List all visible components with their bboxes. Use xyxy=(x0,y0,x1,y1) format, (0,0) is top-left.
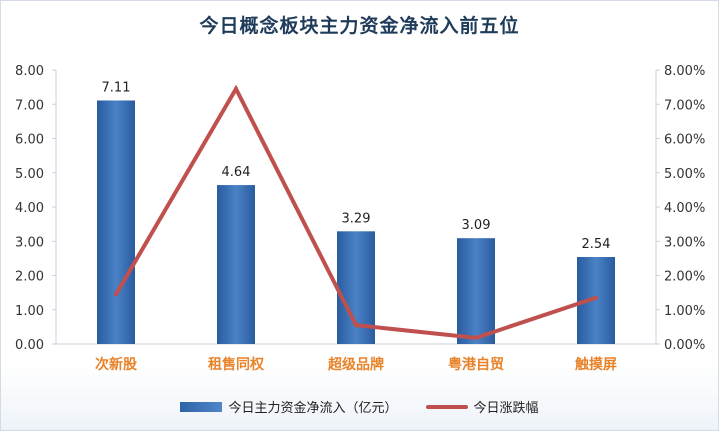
bar xyxy=(217,185,255,344)
left-tick-label: 8.00 xyxy=(15,64,44,79)
left-tick-label: 7.00 xyxy=(15,98,44,113)
bar-data-label: 2.54 xyxy=(582,237,611,252)
line-point xyxy=(474,335,478,340)
legend-item-line: 今日涨跌幅 xyxy=(425,397,539,416)
left-tick-label: 5.00 xyxy=(15,167,44,182)
category-label: 超级品牌 xyxy=(327,356,384,373)
left-tick-label: 6.00 xyxy=(15,133,44,148)
bar-data-label: 3.29 xyxy=(342,211,371,226)
legend-label-bar: 今日主力资金净流入（亿元） xyxy=(228,401,398,416)
category-label: 租售同权 xyxy=(208,356,265,373)
legend-swatch-bar xyxy=(180,401,223,412)
left-tick-label: 4.00 xyxy=(15,201,44,216)
chart-title: 今日概念板块主力资金净流入前五位 xyxy=(199,15,520,37)
category-label: 次新股 xyxy=(95,356,138,373)
right-tick-label: 4.00% xyxy=(664,201,705,216)
left-tick-label: 2.00 xyxy=(15,270,44,285)
right-tick-label: 2.00% xyxy=(664,270,705,285)
right-tick-label: 8.00% xyxy=(664,64,705,79)
line-point xyxy=(114,292,118,297)
bar xyxy=(457,238,495,344)
category-label: 触摸屏 xyxy=(574,356,617,373)
bar xyxy=(97,100,135,344)
category-label: 粤港自贸 xyxy=(448,356,504,373)
chart-legend: 今日主力资金净流入（亿元） 今日涨跌幅 xyxy=(1,397,718,416)
right-tick-label: 0.00% xyxy=(664,338,705,353)
left-tick-label: 3.00 xyxy=(15,235,44,250)
left-tick-label: 0.00 xyxy=(15,338,44,353)
line-point xyxy=(594,295,598,300)
legend-swatch-line xyxy=(425,404,468,409)
bar-data-label: 3.09 xyxy=(462,218,491,233)
right-tick-label: 5.00% xyxy=(664,167,705,182)
bar-data-label: 7.11 xyxy=(102,80,131,95)
legend-label-line: 今日涨跌幅 xyxy=(473,401,539,416)
right-tick-label: 7.00% xyxy=(664,98,705,113)
right-tick-label: 3.00% xyxy=(664,235,705,250)
bar-data-label: 4.64 xyxy=(222,165,251,180)
legend-item-bar: 今日主力资金净流入（亿元） xyxy=(180,397,398,416)
line-point xyxy=(354,323,358,328)
left-tick-label: 1.00 xyxy=(15,304,44,319)
right-tick-label: 1.00% xyxy=(664,304,705,319)
line-point xyxy=(234,86,238,91)
right-tick-label: 6.00% xyxy=(664,133,705,148)
